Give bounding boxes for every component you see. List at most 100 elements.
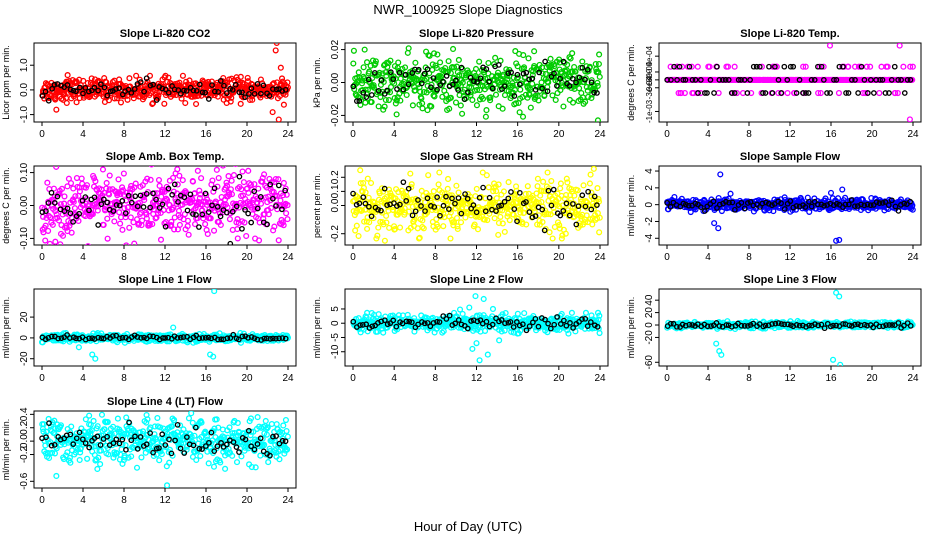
- data-point: [205, 199, 212, 206]
- data-point: [459, 110, 466, 117]
- data-point: [548, 178, 555, 185]
- data-point: [245, 210, 251, 217]
- x-tick-label: 20: [553, 373, 565, 384]
- data-point: [879, 200, 886, 206]
- data-point: [816, 63, 823, 70]
- data-point: [512, 100, 520, 107]
- data-point: [572, 68, 579, 75]
- data-point: [92, 178, 99, 185]
- data-point: [491, 215, 498, 222]
- data-point: [760, 90, 766, 96]
- data-point: [473, 86, 481, 94]
- data-point: [127, 214, 134, 221]
- data-point: [390, 317, 397, 324]
- data-point: [694, 63, 701, 70]
- data-point: [876, 89, 883, 97]
- data-point: [867, 202, 874, 209]
- data-point: [882, 199, 889, 205]
- data-point: [486, 194, 493, 201]
- data-point: [279, 219, 286, 226]
- x-tick-label: 24: [282, 129, 294, 140]
- data-point: [867, 77, 874, 83]
- data-point: [119, 226, 126, 233]
- data-point: [351, 86, 358, 93]
- data-point: [808, 77, 815, 83]
- data-point: [209, 202, 215, 209]
- data-point: [534, 175, 541, 182]
- data-point: [747, 199, 754, 205]
- data-point: [202, 221, 209, 228]
- data-point: [892, 89, 899, 97]
- data-point: [512, 48, 519, 55]
- data-point: [78, 175, 85, 182]
- data-point: [64, 72, 71, 79]
- data-point: [89, 335, 95, 342]
- data-point: [579, 192, 586, 199]
- data-point: [544, 169, 551, 176]
- data-point: [405, 208, 412, 215]
- data-point: [845, 90, 852, 96]
- data-point: [529, 71, 536, 79]
- data-point: [261, 335, 268, 342]
- data-point: [714, 63, 720, 70]
- data-point: [577, 64, 584, 71]
- x-tick-label: 24: [907, 129, 919, 140]
- data-point: [170, 324, 177, 331]
- data-point: [468, 84, 475, 91]
- data-point: [368, 98, 375, 106]
- data-point: [396, 69, 403, 76]
- data-point: [790, 63, 797, 70]
- data-point: [275, 116, 282, 122]
- data-point: [584, 66, 591, 73]
- data-points: [39, 43, 291, 122]
- data-point: [382, 317, 388, 324]
- data-point: [852, 63, 859, 70]
- data-point: [907, 63, 914, 70]
- data-point: [523, 221, 530, 228]
- data-point: [126, 75, 133, 82]
- x-tick-label: 24: [594, 252, 606, 263]
- data-point: [571, 192, 578, 199]
- data-point: [384, 87, 390, 94]
- data-point: [202, 334, 209, 341]
- data-point: [350, 83, 357, 90]
- data-point: [247, 181, 255, 188]
- data-point: [128, 182, 135, 190]
- panel-4: Slope Amb. Box Temp.degrees C per min.0 4…: [1, 151, 297, 263]
- data-point: [800, 63, 807, 70]
- data-point: [744, 200, 751, 206]
- data-point: [473, 209, 480, 216]
- data-point: [132, 180, 139, 187]
- data-point: [591, 83, 598, 90]
- x-tick-label: 20: [553, 129, 565, 140]
- data-point: [514, 218, 520, 225]
- data-point: [820, 77, 827, 83]
- data-point: [680, 77, 687, 83]
- data-point: [43, 208, 49, 214]
- data-point: [277, 197, 284, 204]
- data-point: [162, 223, 169, 230]
- data-point: [49, 221, 56, 228]
- data-point: [275, 176, 282, 183]
- data-point: [104, 215, 111, 222]
- x-tick-label: 16: [512, 129, 524, 140]
- data-point: [141, 88, 147, 95]
- data-point: [209, 82, 215, 88]
- data-point: [125, 192, 132, 199]
- data-point: [476, 357, 483, 364]
- data-point: [58, 335, 65, 342]
- data-point: [591, 193, 598, 200]
- data-point: [546, 229, 553, 236]
- y-tick-label: -1e-03: [645, 99, 654, 123]
- data-point: [227, 98, 234, 105]
- data-point: [861, 202, 868, 209]
- data-point: [239, 168, 246, 175]
- data-point: [158, 193, 165, 200]
- data-point: [64, 205, 71, 212]
- data-point: [194, 167, 201, 174]
- data-point: [756, 63, 763, 70]
- data-point: [277, 64, 284, 71]
- x-tick-label: 8: [433, 373, 439, 384]
